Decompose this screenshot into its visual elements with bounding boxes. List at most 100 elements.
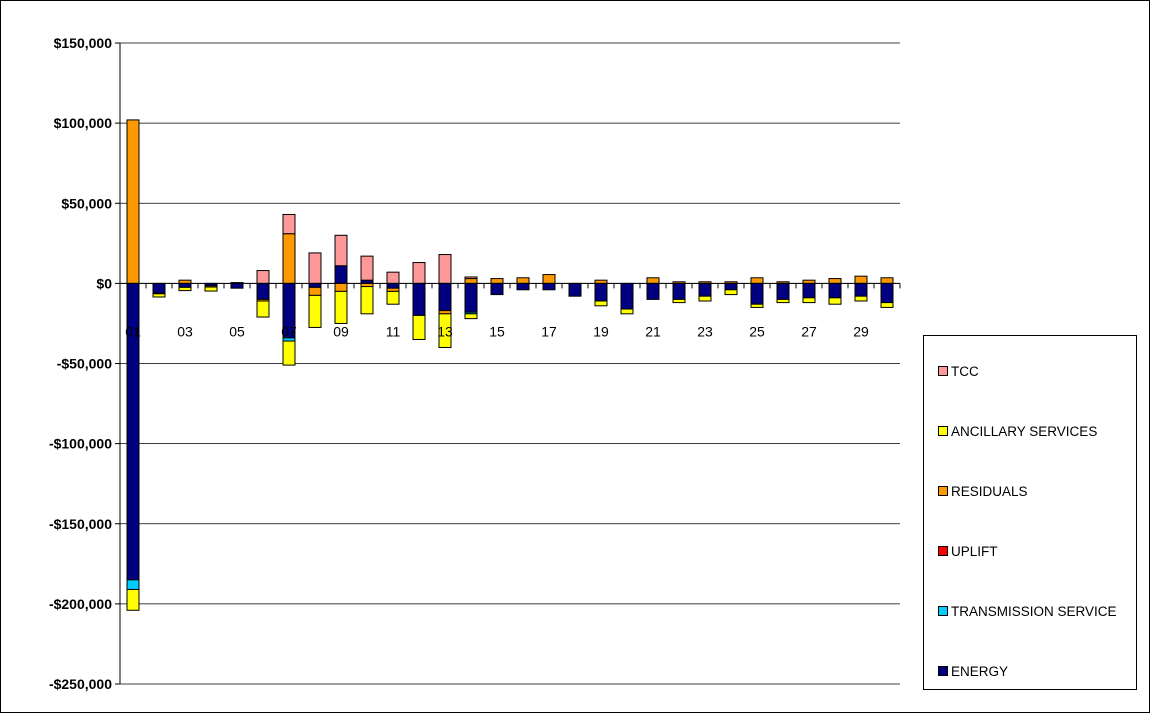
bar-segment <box>854 275 868 284</box>
bar-segment <box>542 282 556 291</box>
bar-segment <box>386 271 400 284</box>
y-tick-label: -$100,000 <box>49 436 112 452</box>
bar-segment <box>516 277 530 284</box>
bar-segment <box>750 277 764 284</box>
bar-segment <box>412 282 426 316</box>
legend-label: ENERGY <box>951 663 1009 679</box>
bar-segment <box>126 588 140 611</box>
bar-segment <box>152 293 166 298</box>
x-tick-label: 05 <box>229 323 245 339</box>
bar-segment <box>256 300 270 318</box>
bar-segment <box>776 298 790 304</box>
y-tick-label: -$150,000 <box>49 516 112 532</box>
bar-segment <box>178 282 192 288</box>
bar-segment <box>880 302 894 308</box>
bar-segment <box>464 313 478 320</box>
legend-label: TCC <box>951 363 979 379</box>
x-tick-label: 01 <box>125 323 141 339</box>
y-tick-label: $50,000 <box>61 195 112 211</box>
bar-segment <box>282 213 296 235</box>
legend-label: TRANSMISSION SERVICE <box>951 603 1117 619</box>
legend-label: UPLIFT <box>951 543 998 559</box>
bar-segment <box>126 119 140 284</box>
bar-segment <box>178 286 192 292</box>
bar-segment <box>620 282 634 310</box>
bar-segment <box>256 270 270 284</box>
bar-segment <box>646 282 660 300</box>
bar-segment <box>854 282 868 297</box>
y-tick-label: -$50,000 <box>57 356 112 372</box>
x-tick-label: 15 <box>489 323 505 339</box>
legend-label: ANCILLARY SERVICES <box>951 423 1098 439</box>
bar-segment <box>594 282 608 302</box>
bar-segment <box>308 294 322 328</box>
x-tick-label: 09 <box>333 323 349 339</box>
bar-segment <box>724 289 738 296</box>
legend-item-ancillary-services: ANCILLARY SERVICES <box>938 423 1097 439</box>
bar-segment <box>126 579 140 590</box>
bar-segment <box>334 282 348 292</box>
legend: TCC ANCILLARY SERVICES RESIDUALS UPLIFT … <box>923 335 1137 690</box>
bar-segment <box>698 282 712 297</box>
bar-segment <box>334 265 348 284</box>
legend-swatch <box>938 426 948 436</box>
legend-item-transmission-service: TRANSMISSION SERVICE <box>938 603 1117 619</box>
bar-segment <box>438 313 452 348</box>
bar-segment <box>620 308 634 315</box>
x-tick-label: 13 <box>437 323 453 339</box>
bar-segment <box>464 282 478 313</box>
bar-segment <box>776 282 790 300</box>
bar-segment <box>828 282 842 299</box>
bar-segment <box>256 282 270 300</box>
bar-segment <box>152 282 166 294</box>
x-tick-label: 03 <box>177 323 193 339</box>
legend-label: RESIDUALS <box>951 483 1028 499</box>
bar-segment <box>802 282 816 299</box>
bar-segment <box>308 286 322 296</box>
bar-segment <box>282 340 296 366</box>
bar-segment <box>386 282 400 289</box>
x-tick-label: 23 <box>697 323 713 339</box>
y-tick-label: $100,000 <box>54 115 113 131</box>
bar-segment <box>230 282 244 289</box>
legend-item-energy: ENERGY <box>938 663 1008 679</box>
y-tick-label: $0 <box>96 275 112 291</box>
bar-segment <box>490 278 504 284</box>
bar-segment <box>698 295 712 302</box>
y-tick-label: -$250,000 <box>49 676 112 692</box>
bar-segment <box>438 282 452 312</box>
bar-segment <box>828 278 842 284</box>
bar-segment <box>334 290 348 324</box>
bar-segment <box>386 290 400 305</box>
bar-segment <box>750 282 764 305</box>
bar-segment <box>308 252 322 284</box>
x-tick-label: 17 <box>541 323 557 339</box>
bar-segment <box>672 298 686 304</box>
x-tick-label: 29 <box>853 323 869 339</box>
bar-segment <box>672 282 686 300</box>
bar-segment <box>516 282 530 291</box>
x-tick-label: 19 <box>593 323 609 339</box>
y-tick-label: -$200,000 <box>49 596 112 612</box>
x-tick-label: 11 <box>386 323 401 339</box>
bar-segment <box>880 277 894 284</box>
legend-swatch <box>938 366 948 376</box>
legend-item-uplift: UPLIFT <box>938 543 998 559</box>
bar-segment <box>802 297 816 304</box>
bar-segment <box>750 303 764 308</box>
bar-segment <box>308 282 322 288</box>
legend-item-tcc: TCC <box>938 363 979 379</box>
y-tick-label: $150,000 <box>54 35 113 51</box>
bar-segment <box>438 254 452 284</box>
bar-segment <box>464 276 478 280</box>
bar-segment <box>334 234 348 267</box>
bar-segment <box>412 262 426 284</box>
x-tick-label: 07 <box>281 323 297 339</box>
bar-segment <box>360 286 374 315</box>
legend-item-residuals: RESIDUALS <box>938 483 1028 499</box>
bar-segment <box>282 233 296 284</box>
bar-segment <box>542 274 556 284</box>
bar-segment <box>646 277 660 284</box>
legend-swatch <box>938 606 948 616</box>
